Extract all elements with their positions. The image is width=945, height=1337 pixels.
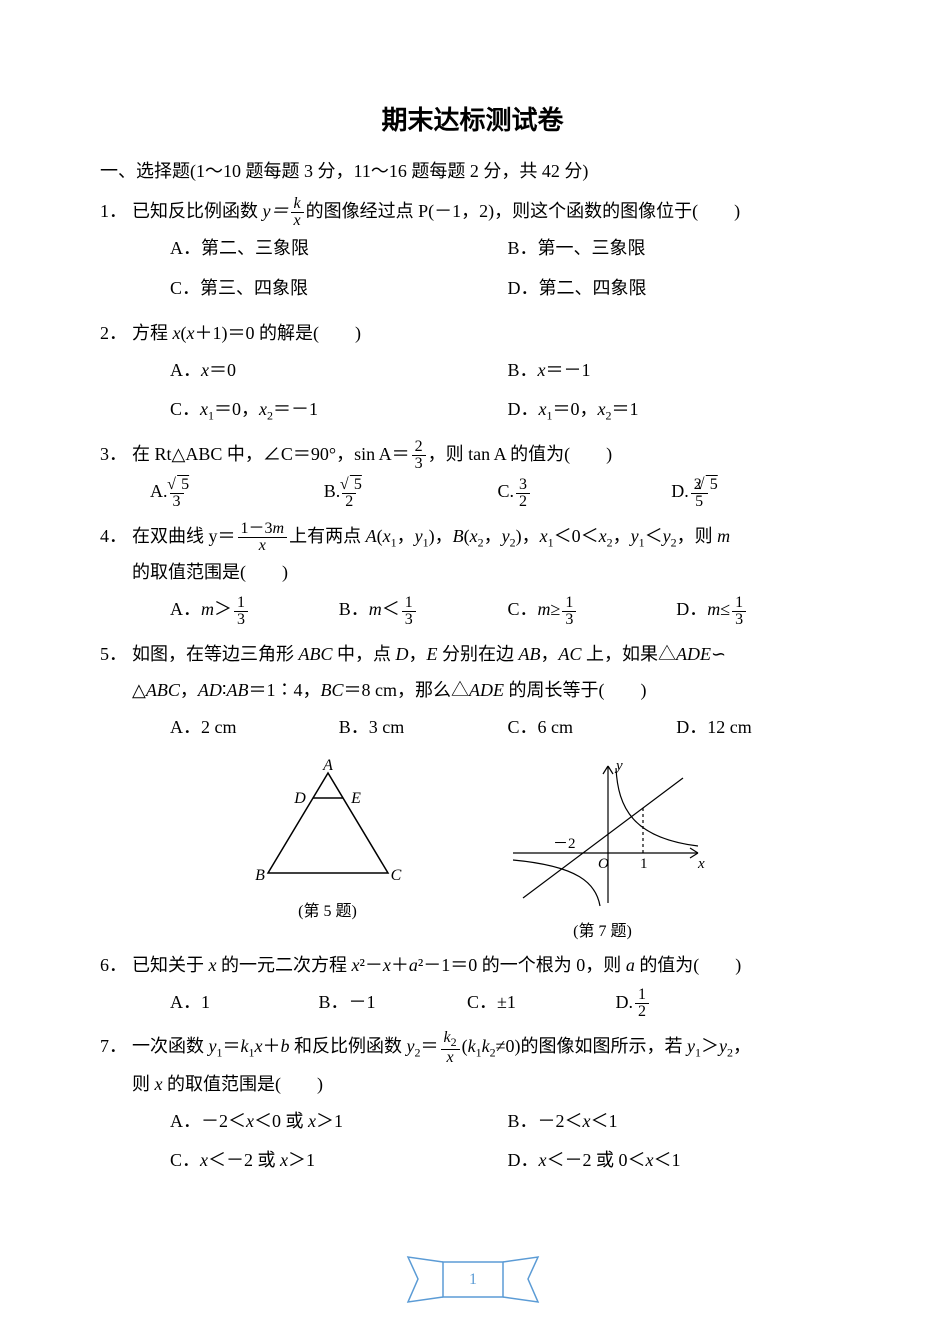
q3-options: A. 5√3 B. 5√2 C.32 D.2 5√5 <box>100 472 845 512</box>
q1-options: A．第二、三象限 B．第一、三象限 C．第三、四象限 D．第二、四象限 <box>100 229 845 308</box>
q5-optD: D．12 cm <box>676 708 845 748</box>
q2-optD: D．x1＝0，x2＝1 <box>508 390 846 430</box>
q1-optB: B．第一、三象限 <box>508 229 846 269</box>
svg-text:O: O <box>598 856 609 872</box>
q1-optD: D．第二、四象限 <box>508 269 846 309</box>
q5-text-l1: 如图，在等边三角形 ABC 中，点 D，E 分别在边 AB，AC 上，如果△AD… <box>132 636 845 672</box>
svg-text:1: 1 <box>469 1271 477 1288</box>
svg-text:A: A <box>322 758 333 774</box>
q3-optB: B. 5√2 <box>324 472 498 512</box>
q3-frac1: 23 <box>412 439 426 472</box>
svg-text:B: B <box>255 867 265 884</box>
q4-frac: 1－3mx <box>238 521 288 554</box>
q2-optA: A．x＝0 <box>170 351 508 391</box>
figure-q7: y x O －2 1 (第 7 题) <box>498 758 708 941</box>
q7-optB: B．－2＜x＜1 <box>508 1102 846 1142</box>
q5-optC: C．6 cm <box>508 708 677 748</box>
q6-optC: C．±1 <box>467 983 616 1023</box>
q4-optB: B．m＜13 <box>339 590 508 630</box>
q7-text-l2: 则 x 的取值范围是( ) <box>132 1066 845 1102</box>
question-5: 5． 如图，在等边三角形 ABC 中，点 D，E 分别在边 AB，AC 上，如果… <box>100 636 845 748</box>
fig7-caption: (第 7 题) <box>498 917 708 941</box>
q6-num: 6． <box>100 947 132 983</box>
svg-text:y: y <box>614 758 623 774</box>
fig5-caption: (第 5 题) <box>238 897 418 921</box>
question-6: 6． 已知关于 x 的一元二次方程 x²－x＋a²－1＝0 的一个根为 0，则 … <box>100 947 845 1023</box>
q1-optC: C．第三、四象限 <box>170 269 508 309</box>
q4-num: 4． <box>100 518 132 554</box>
q6-optD: D.12 <box>616 983 765 1023</box>
svg-text:E: E <box>350 790 361 807</box>
question-4: 4． 在双曲线 y＝1－3mx上有两点 A(x1，y1)，B(x2，y2)，x1… <box>100 518 845 630</box>
q6-optA: A．1 <box>170 983 319 1023</box>
q5-text-l2: △ABC，AD∶AB＝1∶4，BC＝8 cm，那么△ADE 的周长等于( ) <box>132 672 845 708</box>
section-header: 一、选择题(1～10 题每题 3 分，11～16 题每题 2 分，共 42 分) <box>100 157 845 183</box>
q6-text: 已知关于 x 的一元二次方程 x²－x＋a²－1＝0 的一个根为 0，则 a 的… <box>132 947 845 983</box>
svg-text:－2: －2 <box>553 836 576 852</box>
q6-optB: B．－1 <box>319 983 468 1023</box>
question-3: 3． 在 Rt△ABC 中，∠C＝90°，sin A＝23，则 tan A 的值… <box>100 436 845 512</box>
graph-diagram: y x O －2 1 <box>498 758 708 908</box>
figures-row: A D E B C (第 5 题) <box>100 758 845 941</box>
q5-options: A．2 cm B．3 cm C．6 cm D．12 cm <box>100 708 845 748</box>
q4-options: A．m＞13 B．m＜13 C．m≥13 D．m≤13 <box>100 590 845 630</box>
q5-optA: A．2 cm <box>170 708 339 748</box>
q1-text: 已知反比例函数 y＝kx的图像经过点 P(－1，2)，则这个函数的图像位于( ) <box>132 193 845 229</box>
question-1: 1． 已知反比例函数 y＝kx的图像经过点 P(－1，2)，则这个函数的图像位于… <box>100 193 845 309</box>
page-number-banner: 1 <box>383 1252 563 1307</box>
q7-optD: D．x＜－2 或 0＜x＜1 <box>508 1141 846 1181</box>
figure-q5: A D E B C (第 5 题) <box>238 758 418 941</box>
q4-optA: A．m＞13 <box>170 590 339 630</box>
question-7: 7． 一次函数 y1＝k1x＋b 和反比例函数 y2＝k2x(k1k2≠0)的图… <box>100 1028 845 1181</box>
q5-optB: B．3 cm <box>339 708 508 748</box>
svg-text:x: x <box>697 856 705 872</box>
q4-optD: D．m≤13 <box>676 590 845 630</box>
q2-num: 2． <box>100 315 132 351</box>
svg-text:D: D <box>293 790 306 807</box>
svg-text:1: 1 <box>640 856 648 872</box>
q3-num: 3． <box>100 436 132 472</box>
q7-text: 一次函数 y1＝k1x＋b 和反比例函数 y2＝k2x(k1k2≠0)的图像如图… <box>132 1028 845 1065</box>
q1-num: 1． <box>100 193 132 229</box>
question-2: 2． 方程 x(x＋1)＝0 的解是( ) A．x＝0 B．x＝－1 C．x1＝… <box>100 315 845 430</box>
q4-optC: C．m≥13 <box>508 590 677 630</box>
q3-optD: D.2 5√5 <box>671 472 845 512</box>
q2-optB: B．x＝－1 <box>508 351 846 391</box>
triangle-diagram: A D E B C <box>238 758 418 888</box>
q2-optC: C．x1＝0，x2＝－1 <box>170 390 508 430</box>
q5-num: 5． <box>100 636 132 672</box>
q7-options: A．－2＜x＜0 或 x＞1 B．－2＜x＜1 C．x＜－2 或 x＞1 D．x… <box>100 1102 845 1181</box>
exam-page: 期末达标测试卷 一、选择题(1～10 题每题 3 分，11～16 题每题 2 分… <box>0 0 945 1337</box>
q1-fraction: kx <box>291 196 304 229</box>
q4-text: 在双曲线 y＝1－3mx上有两点 A(x1，y1)，B(x2，y2)，x1＜0＜… <box>132 518 845 555</box>
q7-optA: A．－2＜x＜0 或 x＞1 <box>170 1102 508 1142</box>
q4-text-l2: 的取值范围是( ) <box>132 554 845 590</box>
page-footer: 1 <box>0 1252 945 1307</box>
q1-optA: A．第二、三象限 <box>170 229 508 269</box>
q3-optA: A. 5√3 <box>150 472 324 512</box>
q3-optC: C.32 <box>498 472 672 512</box>
page-title: 期末达标测试卷 <box>100 100 845 137</box>
q7-frac: k2x <box>441 1030 460 1065</box>
q2-options: A．x＝0 B．x＝－1 C．x1＝0，x2＝－1 D．x1＝0，x2＝1 <box>100 351 845 430</box>
q7-num: 7． <box>100 1028 132 1064</box>
q6-options: A．1 B．－1 C．±1 D.12 <box>100 983 845 1023</box>
q3-text: 在 Rt△ABC 中，∠C＝90°，sin A＝23，则 tan A 的值为( … <box>132 436 845 472</box>
q7-optC: C．x＜－2 或 x＞1 <box>170 1141 508 1181</box>
svg-text:C: C <box>390 867 401 884</box>
q2-text: 方程 x(x＋1)＝0 的解是( ) <box>132 315 845 351</box>
